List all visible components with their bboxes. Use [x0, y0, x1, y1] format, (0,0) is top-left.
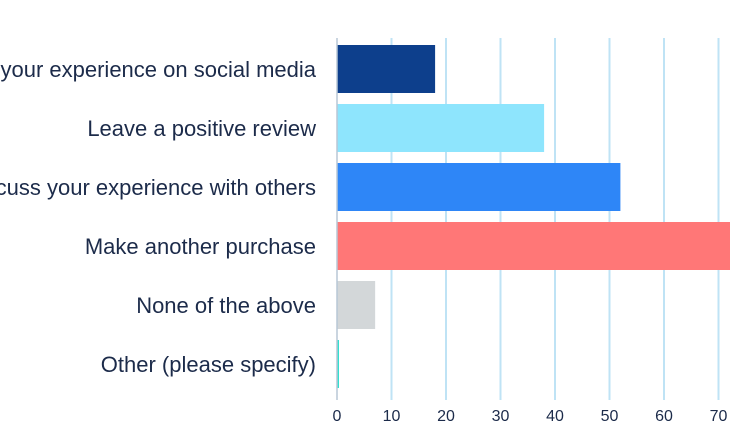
grid-lines	[390, 38, 720, 400]
x-tick-label-40: 40	[546, 408, 564, 425]
bar-3	[337, 222, 730, 270]
x-tick-label-60: 60	[655, 408, 673, 425]
category-label-1: Leave a positive review	[87, 116, 316, 141]
category-labels: Share your experience on social media Lea…	[0, 57, 317, 377]
x-tick-labels: 0 10 20 30 40 50 60 70	[333, 408, 728, 425]
bar-5	[337, 340, 339, 388]
x-tick-label-70: 70	[710, 408, 728, 425]
category-label-0: Share your experience on social media	[0, 57, 317, 82]
x-tick-label-50: 50	[601, 408, 619, 425]
category-label-5: Other (please specify)	[101, 352, 316, 377]
bar-4	[337, 281, 376, 329]
x-tick-label-0: 0	[333, 408, 342, 425]
x-tick-label-10: 10	[383, 408, 401, 425]
category-label-2: Discuss your experience with others	[0, 175, 316, 200]
bar-2	[337, 163, 621, 211]
bar-0	[337, 45, 436, 93]
x-tick-label-30: 30	[492, 408, 510, 425]
x-tick-label-20: 20	[437, 408, 455, 425]
bar-1	[337, 104, 545, 152]
bars	[337, 45, 730, 388]
category-label-3: Make another purchase	[85, 234, 316, 259]
category-label-4: None of the above	[136, 293, 316, 318]
